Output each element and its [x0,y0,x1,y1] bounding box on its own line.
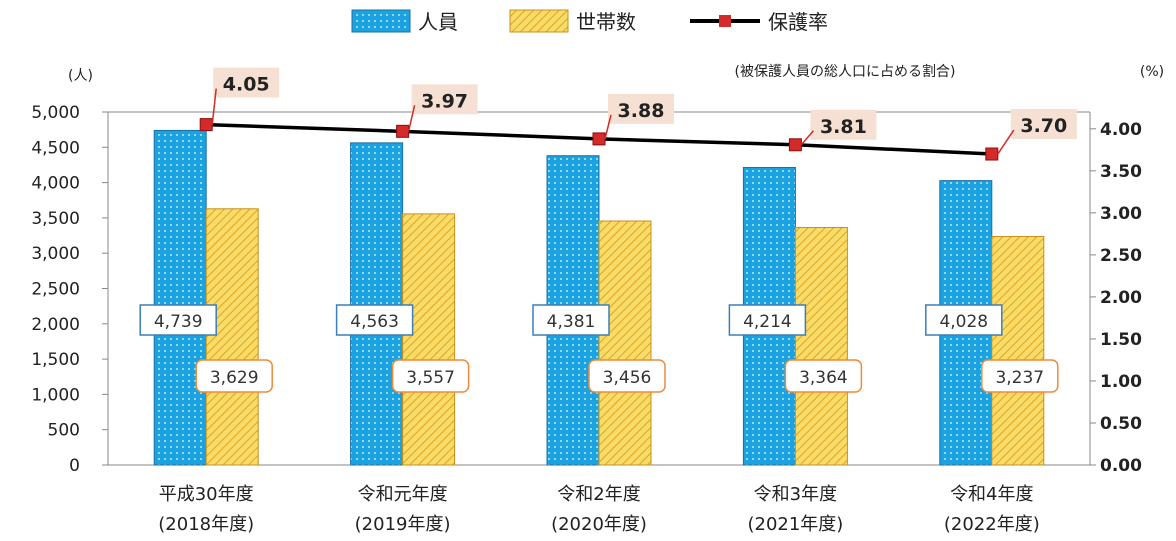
rate-marker [396,124,410,138]
household-label-box [588,359,666,393]
personnel-label-box [532,304,610,336]
legend-label-personnel: 人員 [418,10,458,34]
household-label: 3,456 [603,368,652,388]
x-category-year: (2019年度) [355,514,451,535]
right-axis-unit: (%) [1140,64,1164,80]
rate-line [199,118,999,161]
x-category-label: 令和3年度 [754,484,837,505]
right-tick-label: 0.00 [1100,456,1142,476]
legend-label-households: 世帯数 [576,10,636,34]
rate-note: (被保護人員の総人口に占める割合) [735,63,956,80]
left-tick-label: 4,000 [31,174,80,194]
personnel-label: 4,214 [743,312,792,332]
bar-households [794,227,848,466]
axes: 0 500 1,000 1,500 2,000 2,500 3,000 3,500 4,000 4… [31,103,1142,476]
x-category-label: 令和4年度 [950,484,1033,505]
rate-leader [800,130,814,146]
right-tick-label: 2.50 [1100,246,1142,266]
left-tick-label: 3,000 [31,244,80,264]
right-tick-label: 1.00 [1100,372,1142,392]
bar-households [205,208,259,466]
rate-label-box [810,109,877,140]
bars [153,129,1045,466]
personnel-label-box [728,304,807,336]
rate-label-box [213,67,280,98]
left-tick-label: 1,000 [31,385,80,405]
rate-label: 3.81 [820,116,867,138]
x-category-year: (2020年度) [551,514,647,535]
right-tick-label: 2.00 [1100,288,1142,308]
left-tick-label: 4,500 [31,138,80,158]
legend: 人員 世帯数 保護率 [351,9,828,34]
rate-label-box [1010,109,1077,140]
rate-marker [592,132,606,146]
rate-label: 3.70 [1020,115,1067,137]
legend-swatch-personnel [351,9,411,33]
personnel-label-box [139,304,217,336]
bar-households [598,220,652,466]
household-label: 3,629 [210,368,259,388]
x-category-year: (2022年度) [944,514,1040,535]
x-category-label: 令和2年度 [557,484,640,505]
x-category-year: (2021年度) [747,514,843,535]
household-label-box [195,359,273,393]
legend-label-rate: 保護率 [768,10,828,34]
household-label: 3,557 [406,368,455,388]
left-tick-label: 2,000 [31,315,80,335]
household-label-box [391,359,470,393]
rate-label: 3.97 [421,90,468,112]
household-label-box [981,359,1059,393]
rate-label: 4.05 [223,74,270,96]
left-axis-unit: (人) [68,68,93,84]
household-label: 3,364 [799,368,848,388]
x-categories: 平成30年度 (2018年度) 令和元年度 (2019年度) 令和2年度 (2020年度)… [158,484,1039,535]
household-label-box [784,359,863,393]
right-tick-label: 0.50 [1100,414,1142,434]
rate-leader [997,129,1015,155]
x-category-label: 令和元年度 [358,484,448,505]
bar-households [991,235,1045,466]
rate-leader [604,114,612,140]
right-tick-label: 4.00 [1100,120,1142,140]
rate-leader [407,105,416,132]
personnel-label-box [925,304,1003,336]
legend-swatch-rate-marker [719,15,731,27]
bar-households [402,213,456,466]
right-tick-label: 3.00 [1100,204,1142,224]
rate-marker [788,138,802,152]
value-labels: 4.05 3.97 3.88 3.81 3.70 4,739 3,629 4,563 3,557… [139,67,1077,393]
left-tick-label: 0 [69,456,80,476]
personnel-label-box [335,304,414,336]
left-tick-label: 1,500 [31,350,80,370]
right-tick-label: 3.50 [1100,162,1142,182]
personnel-label: 4,028 [939,312,988,332]
legend-swatch-households [509,9,569,33]
rate-marker [985,147,999,161]
x-category-year: (2018年度) [158,514,254,535]
household-label: 3,237 [995,368,1044,388]
left-tick-label: 500 [48,421,80,441]
rate-marker [199,118,213,132]
bar-personnel [153,129,207,466]
rate-label: 3.88 [618,100,665,122]
left-tick-label: 5,000 [31,103,80,123]
x-category-label: 平成30年度 [159,484,254,505]
rate-leader [211,88,217,125]
left-tick-label: 2,500 [31,280,80,300]
rate-label-box [411,84,478,115]
bar-personnel [350,142,404,466]
personnel-label: 4,563 [350,312,399,332]
rate-label-box [608,93,674,124]
left-tick-label: 3,500 [31,209,80,229]
personnel-label: 4,381 [547,312,596,332]
personnel-label: 4,739 [154,312,203,332]
right-tick-label: 1.50 [1100,330,1142,350]
